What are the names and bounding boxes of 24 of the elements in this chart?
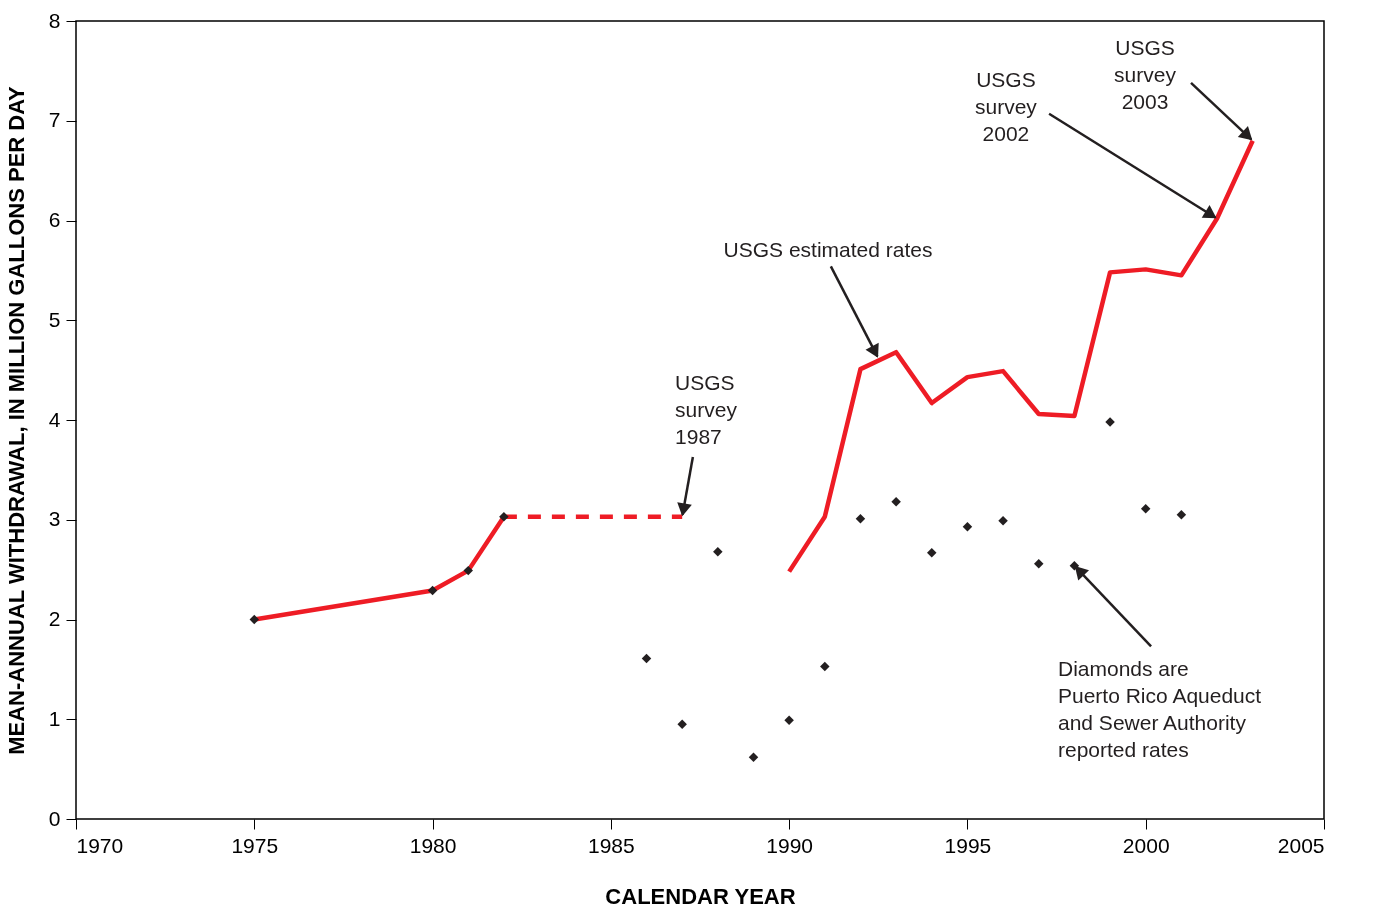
annotation: Diamonds are Puerto Rico Aqueduct and Sewer Authority reported rates bbox=[1058, 657, 1262, 762]
y-tick-label: 8 bbox=[48, 8, 61, 32]
y-tick-label: 1 bbox=[48, 706, 61, 730]
y-tick-label: 7 bbox=[48, 108, 61, 132]
y-tick-label: 6 bbox=[48, 208, 61, 231]
y-tick-label: 3 bbox=[48, 507, 61, 531]
y-tick-label: 4 bbox=[48, 407, 61, 431]
annotation: USGS survey 2003 bbox=[1114, 35, 1177, 113]
annotation: USGS survey 1987 bbox=[675, 371, 738, 449]
y-tick-label: 2 bbox=[48, 607, 61, 630]
annotation: USGS estimated rates bbox=[723, 238, 933, 262]
x-tick-label: 2000 bbox=[1122, 833, 1170, 857]
y-tick-label: 5 bbox=[48, 307, 61, 331]
y-tick-label: 0 bbox=[48, 806, 61, 830]
annotation: USGS survey 2002 bbox=[975, 67, 1038, 145]
x-tick-label: 1990 bbox=[766, 833, 813, 857]
x-tick-label: 2005 bbox=[1277, 833, 1325, 857]
x-tick-label: 1975 bbox=[231, 833, 279, 857]
x-tick-label: 1995 bbox=[944, 833, 992, 857]
x-axis-title: CALENDAR YEAR bbox=[605, 883, 796, 909]
x-tick-label: 1980 bbox=[409, 833, 457, 857]
x-tick-label: 1985 bbox=[588, 833, 635, 857]
y-axis-title: MEAN-ANNUAL WITHDRAWAL, IN MILLION GALLONS PER DAY bbox=[3, 85, 29, 755]
x-tick-label: 1970 bbox=[76, 833, 124, 857]
